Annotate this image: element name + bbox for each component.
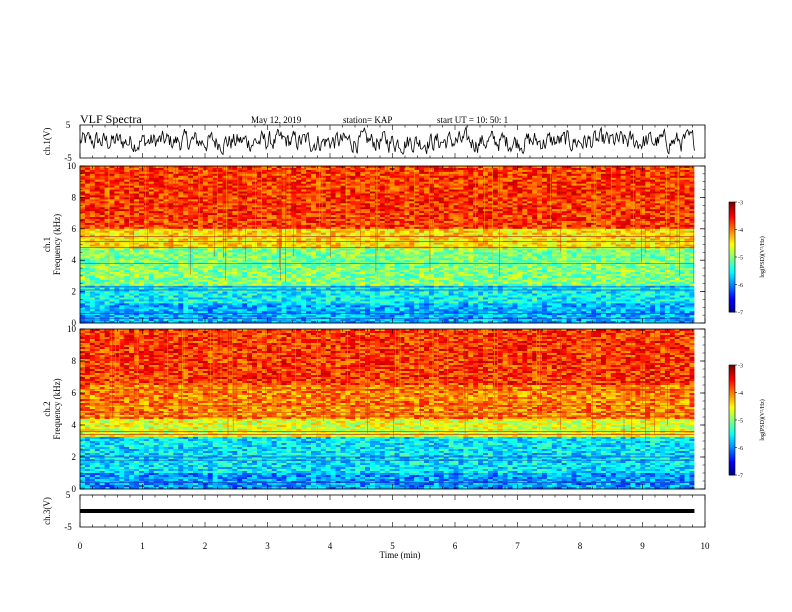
y-axis-label: Frequency (kHz) — [52, 378, 62, 439]
colorbar-label: log(PSD)(V²/Hz) — [759, 236, 766, 277]
colorbar-tick-label: -5 — [738, 419, 743, 425]
x-tick-label: 10 — [701, 541, 711, 551]
spectrogram-2 — [80, 329, 737, 489]
colorbar-label: log(PSD)(V²/Hz) — [759, 399, 766, 440]
colorbar-tick-label: -5 — [738, 256, 743, 262]
x-tick-label: 3 — [265, 541, 270, 551]
x-tick-label: 6 — [453, 541, 458, 551]
x-tick-label: 8 — [578, 541, 583, 551]
y-tick-label: 0 — [72, 484, 77, 494]
y-tick-label: 2 — [72, 452, 77, 462]
y-tick-label: 4 — [72, 255, 77, 265]
y-tick-label: 8 — [72, 192, 77, 202]
x-axis-label: Time (min) — [380, 550, 421, 560]
y-tick-label: -5 — [64, 522, 72, 532]
colorbar-tick-label: -7 — [738, 311, 743, 317]
y-tick-label: 10 — [67, 324, 77, 334]
waveform-trace — [80, 127, 694, 154]
y-axis-label: ch.2 — [42, 401, 52, 416]
y-tick-label: 2 — [72, 287, 77, 297]
colorbar-tick-label: -7 — [738, 474, 743, 480]
y-axis-label: ch.1 — [42, 237, 52, 252]
x-tick-label: 4 — [328, 541, 333, 551]
y-axis-label: ch.3(V) — [42, 497, 52, 525]
x-tick-label: 9 — [640, 541, 645, 551]
colorbar-tick-label: -3 — [738, 364, 743, 370]
y-axis-label: Frequency (kHz) — [52, 214, 62, 275]
y-tick-label: 10 — [67, 161, 77, 171]
spectrogram-1 — [80, 166, 737, 323]
y-tick-label: 5 — [66, 490, 71, 500]
y-axis-label: ch.1(V) — [42, 128, 52, 156]
y-tick-label: 8 — [72, 356, 77, 366]
x-tick-label: 2 — [203, 541, 208, 551]
y-tick-label: 6 — [72, 224, 77, 234]
colorbar-tick-label: -4 — [738, 391, 743, 397]
y-tick-label: 4 — [72, 420, 77, 430]
colorbar-tick-label: -6 — [738, 446, 743, 452]
colorbar-tick-label: -6 — [738, 283, 743, 289]
x-tick-label: 7 — [515, 541, 520, 551]
x-tick-label: 1 — [140, 541, 145, 551]
colorbar-tick-label: -4 — [738, 228, 743, 234]
x-tick-label: 0 — [78, 541, 83, 551]
y-tick-label: 6 — [72, 388, 77, 398]
colorbar-tick-label: -3 — [738, 201, 743, 207]
y-tick-label: 5 — [66, 120, 71, 130]
